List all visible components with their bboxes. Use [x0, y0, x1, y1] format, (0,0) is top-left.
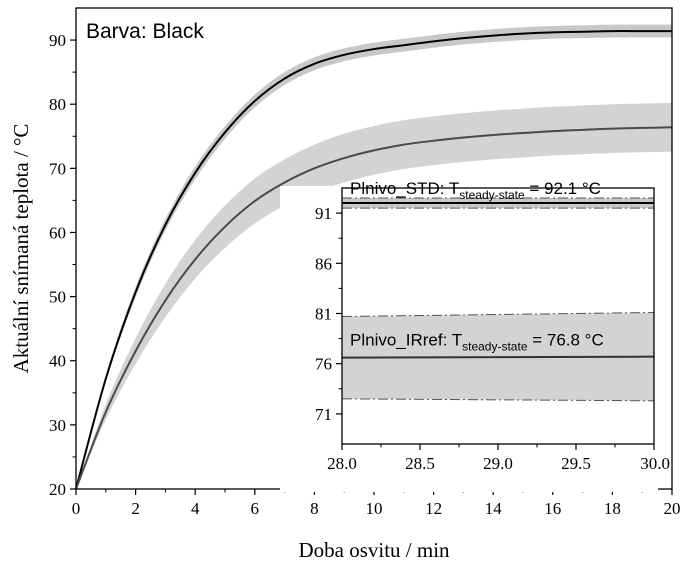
inset-y-tick-label: 71: [315, 405, 332, 424]
inset-label-subscript: steady-state: [459, 188, 525, 202]
y-tick-label: 30: [49, 416, 66, 435]
y-axis-label: Aktuální snímaná teplota / °C: [9, 124, 33, 374]
inset-x-tick-label: 30.0: [640, 454, 670, 473]
x-tick-label: 10: [366, 499, 383, 518]
y-tick-label: 70: [49, 159, 66, 178]
inset-series-2-line: [341, 355, 655, 359]
inset-steady-state-label: Plnivo_IRref: Tsteady-state = 76.8 °C: [350, 331, 604, 354]
x-tick-label: 4: [191, 499, 200, 518]
inset-label-prefix: Plnivo_IRref: T: [350, 331, 462, 350]
inset-y-tick-label: 76: [315, 355, 332, 374]
inset-x-tick-label: 28.0: [327, 454, 357, 473]
inset-x-tick-label: 29.5: [561, 454, 591, 473]
x-axis-label: Doba osvitu / min: [298, 538, 450, 562]
y-tick-label: 60: [49, 223, 66, 242]
y-tick-label: 50: [49, 288, 66, 307]
y-tick-label: 20: [49, 480, 66, 499]
inset-plot: 28.0 28.5 29.0 29.5 30.0 71 76 81 86 91 Plnivo_STD…: [280, 179, 670, 492]
inset-steady-state-label: Plnivo_STD: Tsteady-state = 92.1 °C: [350, 179, 601, 202]
x-tick-label: 2: [131, 499, 140, 518]
inset-y-tick-label: 86: [315, 254, 332, 273]
inset-label-suffix: = 92.1 °C: [525, 179, 601, 198]
inset-label-prefix: Plnivo_STD: T: [350, 179, 459, 198]
y-tick-label: 90: [49, 31, 66, 50]
x-tick-label: 14: [485, 499, 503, 518]
inset-y-tick-label: 91: [315, 204, 332, 223]
x-tick-label: 20: [664, 499, 681, 518]
series-1-line: [75, 30, 672, 490]
x-tick-label: 12: [425, 499, 442, 518]
color-annotation: Barva: Black: [86, 20, 204, 43]
inset-x-tick-label: 29.0: [483, 454, 513, 473]
x-tick-label: 18: [604, 499, 621, 518]
series-2-line: [75, 126, 673, 490]
main-plot: 0 2 4 6 8 10 12 14 16 18 20 20 30 40 50 60 70 80 90 Doba os…: [9, 7, 681, 562]
inset-series-2-band-lower-edge: [341, 398, 655, 402]
x-tick-label: 16: [544, 499, 561, 518]
series-2-uncertainty-band: [76, 102, 672, 490]
inset-label-subscript: steady-state: [462, 340, 528, 354]
inset-x-tick-label: 28.5: [405, 454, 435, 473]
x-tick-label: 6: [251, 499, 260, 518]
x-tick-label: 0: [72, 499, 81, 518]
x-tick-label: 8: [310, 499, 319, 518]
inset-label-suffix: = 76.8 °C: [528, 331, 604, 350]
inset-series-2-band-upper-edge: [341, 311, 655, 318]
inset-y-tick-label: 81: [315, 304, 332, 323]
y-tick-label: 40: [49, 352, 66, 371]
y-tick-label: 80: [49, 95, 66, 114]
